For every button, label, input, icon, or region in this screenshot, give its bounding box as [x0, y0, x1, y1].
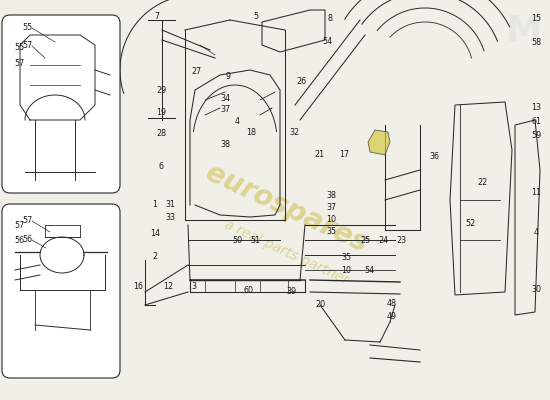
Text: 10: 10	[342, 266, 351, 275]
Text: 54: 54	[365, 266, 375, 275]
Text: 38: 38	[221, 140, 230, 149]
Text: 56: 56	[14, 236, 24, 245]
Text: 37: 37	[221, 106, 230, 114]
Text: 28: 28	[156, 130, 166, 138]
Text: 25: 25	[361, 236, 371, 245]
Text: 9: 9	[226, 72, 231, 81]
Text: 29: 29	[156, 86, 166, 95]
Text: 1: 1	[152, 200, 158, 209]
Text: 21: 21	[314, 150, 324, 159]
Text: 11: 11	[531, 188, 541, 197]
Text: 3: 3	[191, 282, 196, 291]
FancyBboxPatch shape	[2, 15, 120, 193]
Text: 58: 58	[531, 38, 541, 47]
Text: 30: 30	[531, 286, 541, 294]
Text: 17: 17	[339, 150, 349, 159]
Text: 23: 23	[397, 236, 406, 245]
Text: 20: 20	[315, 300, 325, 309]
Text: 7: 7	[154, 12, 160, 21]
Text: 48: 48	[387, 300, 397, 308]
Text: 54: 54	[322, 38, 332, 46]
Text: 12: 12	[163, 282, 173, 291]
Text: 36: 36	[430, 152, 439, 161]
Text: 22: 22	[478, 178, 488, 187]
Text: 19: 19	[156, 108, 166, 117]
Text: 32: 32	[289, 128, 299, 137]
Text: 35: 35	[326, 228, 336, 236]
Text: 2: 2	[152, 252, 158, 261]
Text: 35: 35	[342, 254, 351, 262]
Text: 34: 34	[221, 94, 230, 103]
Text: 61: 61	[531, 118, 541, 126]
Text: 50: 50	[233, 236, 243, 245]
Text: 57: 57	[22, 41, 32, 50]
Text: 33: 33	[166, 214, 175, 222]
Text: 4: 4	[534, 228, 539, 237]
Text: 6: 6	[158, 162, 164, 171]
Text: 59: 59	[531, 132, 541, 140]
Text: 57: 57	[14, 60, 24, 68]
Text: 4: 4	[235, 118, 240, 126]
Text: 26: 26	[296, 78, 306, 86]
Text: 31: 31	[166, 200, 175, 209]
Text: 57: 57	[22, 216, 32, 225]
Text: eurospares: eurospares	[201, 158, 371, 258]
Text: 39: 39	[287, 288, 296, 296]
Text: 55: 55	[22, 23, 32, 32]
Text: 37: 37	[326, 204, 336, 212]
Text: 55: 55	[14, 44, 24, 52]
Text: 38: 38	[326, 192, 336, 200]
Text: 60: 60	[244, 286, 254, 295]
Text: 24: 24	[379, 236, 389, 245]
Text: a real parts partner: a real parts partner	[222, 217, 350, 287]
Text: 57: 57	[14, 222, 24, 230]
FancyBboxPatch shape	[2, 204, 120, 378]
Text: 27: 27	[192, 68, 202, 76]
Text: 14: 14	[150, 230, 160, 238]
Text: 52: 52	[465, 220, 475, 228]
Text: 15: 15	[531, 14, 541, 23]
Text: 10: 10	[326, 216, 336, 224]
Text: 8: 8	[327, 14, 333, 23]
Polygon shape	[368, 130, 390, 155]
Text: 51: 51	[251, 236, 261, 245]
Text: 13: 13	[531, 104, 541, 112]
Text: 56: 56	[22, 235, 32, 244]
Text: 5: 5	[253, 12, 258, 21]
Text: 18: 18	[246, 128, 256, 137]
Text: 49: 49	[387, 312, 397, 321]
Text: 16: 16	[134, 282, 144, 291]
Text: M: M	[506, 14, 542, 48]
